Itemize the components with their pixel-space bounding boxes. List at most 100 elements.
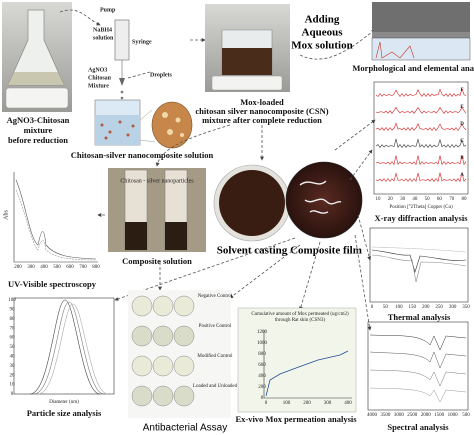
axis-label: Diameter (nm)	[49, 400, 79, 405]
tick-label: 400	[344, 401, 352, 406]
tick-label: 30	[10, 364, 16, 369]
caption: Solvent casting	[217, 245, 288, 257]
tick-label: 200	[14, 265, 22, 270]
tick-label: 500	[53, 265, 61, 270]
xrd-trace	[375, 106, 467, 115]
tick-label: 90	[10, 308, 16, 313]
tick-label: 2000	[421, 413, 432, 418]
xrd-trace	[375, 155, 467, 166]
label: Syringe	[132, 39, 152, 45]
tick-label: 0	[265, 401, 268, 406]
tick-label: 60	[10, 336, 16, 341]
arrow	[127, 71, 151, 79]
caption: mixture after complete reduction	[202, 115, 322, 125]
film-image	[285, 161, 363, 239]
plate	[173, 355, 195, 377]
curve-label: A	[460, 173, 464, 178]
row-label: Negative Control	[198, 294, 233, 299]
curve-label: D	[460, 122, 464, 127]
tick-label: 350	[462, 305, 470, 310]
xrd-trace	[375, 138, 467, 149]
plates-photo: Negative Control Positive Control Modified…	[128, 290, 238, 418]
tick-label: 600	[66, 265, 74, 270]
tick-label: 400	[40, 265, 48, 270]
thermal-plot	[369, 227, 469, 303]
plate	[131, 295, 153, 317]
caption: Spectral analysis	[387, 422, 449, 432]
tick-label: 150	[409, 305, 417, 310]
arrow	[299, 241, 321, 311]
caption: Mox-loaded	[240, 97, 284, 107]
caption: Composite film	[290, 245, 362, 257]
label: Chitosan	[88, 75, 112, 81]
tick-label: 500	[462, 413, 470, 418]
tick-label: 50	[10, 345, 16, 350]
caption: Composite solution	[122, 256, 192, 266]
tick-label: 100	[283, 401, 291, 406]
arrow	[334, 119, 376, 151]
uv-plot	[13, 172, 98, 263]
tick-label: 60	[437, 197, 443, 202]
plot-title: through Rat skin (CSN3)	[275, 318, 325, 323]
curve-label: F	[460, 88, 463, 93]
tick-label: 70	[449, 197, 455, 202]
arrow	[59, 9, 101, 26]
tick-label: 80	[10, 317, 16, 322]
plate	[173, 385, 195, 407]
tick-label: 80	[462, 197, 468, 202]
caption: chitosan silver nanocomposite (CSN)	[195, 106, 328, 116]
arrow	[357, 214, 372, 261]
xrd-trace	[375, 88, 467, 98]
label: Chitosan - silver nanoparticles	[120, 178, 194, 184]
plate	[131, 325, 153, 347]
tick-label: 50	[425, 197, 431, 202]
tick-label: 250	[435, 305, 443, 310]
caption: before reduction	[8, 135, 68, 145]
caption: mixture	[24, 125, 53, 135]
step-label: Mox solution	[291, 40, 352, 52]
plate	[131, 385, 153, 407]
tick-label: 1500	[434, 413, 445, 418]
arrow	[354, 234, 372, 331]
plate	[152, 295, 174, 317]
xrd-trace	[375, 122, 467, 132]
plate	[131, 355, 153, 377]
tick-label: 50	[383, 305, 389, 310]
tick-label: 600	[258, 363, 266, 368]
plate	[152, 385, 174, 407]
arrow	[349, 149, 373, 181]
row-label: Modified Control	[197, 354, 233, 359]
tick-label: 400	[258, 374, 266, 379]
arrow	[155, 124, 231, 167]
tick-label: 300	[449, 305, 457, 310]
tick-label: 0	[261, 396, 264, 401]
flask-photo	[2, 2, 72, 112]
curve-label: E	[460, 105, 464, 110]
row-label: Loaded and Unloaded	[193, 384, 238, 389]
tick-label: 200	[303, 401, 311, 406]
tick-label: 10	[376, 197, 382, 202]
tick-label: 3000	[394, 413, 405, 418]
caption: AgNO3-Chitosan	[7, 115, 70, 125]
tick-label: 20	[388, 197, 394, 202]
arrow	[114, 237, 296, 301]
tick-label: 800	[258, 352, 266, 357]
tick-label: 20	[10, 373, 16, 378]
plate	[173, 325, 195, 347]
tick-label: 200	[422, 305, 430, 310]
tick-label: 1000	[257, 341, 268, 346]
sem-image	[371, 2, 471, 61]
label: Mixture	[88, 83, 109, 89]
label: Droplets	[150, 72, 173, 78]
tick-label: 1200	[257, 330, 268, 335]
tick-label: 0	[11, 392, 14, 397]
spectral-plot	[367, 321, 469, 411]
plate	[152, 355, 174, 377]
tick-label: 70	[10, 326, 16, 331]
plot-title: Cumulative amount of Mox permeated (ug/c…	[251, 312, 349, 317]
xrd-plot: F E D C B A	[373, 81, 469, 195]
row-label: Positive Control	[199, 324, 232, 329]
caption: UV-Visible spectroscopy	[8, 279, 97, 289]
arrow	[299, 29, 376, 60]
plate	[152, 325, 174, 347]
